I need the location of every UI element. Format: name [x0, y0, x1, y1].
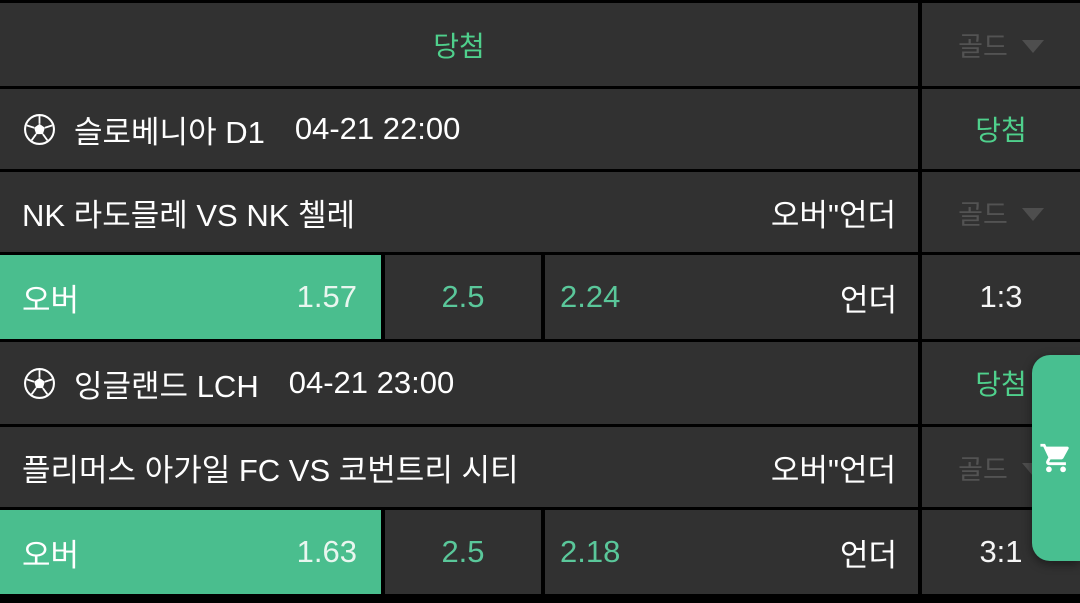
status-badge: 당첨: [975, 115, 1027, 146]
league-name: 잉글랜드 LCH: [74, 368, 259, 404]
odds-row: 오버 1.57 2.5 2.24 언더 1:3: [0, 255, 1080, 339]
match-datetime: 04-21 23:00: [288, 365, 455, 400]
line-cell: 2.5: [385, 510, 541, 594]
teams-info: NK 라도믈레 VS NK 첼레 오버"언더: [0, 172, 918, 252]
teams-info: 플리머스 아가일 FC VS 코번트리 시티 오버"언더: [0, 427, 918, 507]
pick-odds: 1.57: [296, 279, 357, 314]
teams-label: 플리머스 아가일 FC VS 코번트리 시티: [22, 452, 519, 488]
header-row: 당첨 골드: [0, 3, 1080, 86]
score-value: 1:3: [979, 279, 1023, 314]
pick-label: 오버: [22, 282, 80, 318]
cart-button[interactable]: [1032, 355, 1080, 561]
under-cell[interactable]: 2.18 언더: [545, 510, 918, 594]
pick-label: 오버: [22, 537, 80, 573]
gold-filter-dropdown[interactable]: 골드: [922, 172, 1080, 252]
match-status-cell: 당첨: [922, 89, 1080, 169]
line-cell: 2.5: [385, 255, 541, 339]
soccer-ball-icon: [24, 367, 55, 399]
shopping-cart-icon: [1040, 443, 1069, 473]
league-name: 슬로베니아 D1: [74, 114, 265, 150]
win-status-label: 당첨: [433, 30, 485, 62]
league-row: 잉글랜드 LCH 04-21 23:00 당첨: [0, 342, 1080, 424]
match-datetime: 04-21 22:00: [294, 111, 461, 146]
teams-row: NK 라도믈레 VS NK 첼레 오버"언더 골드: [0, 172, 1080, 252]
soccer-ball-icon: [24, 113, 55, 145]
league-info: 슬로베니아 D1 04-21 22:00: [0, 89, 918, 169]
odds-row: 오버 1.63 2.5 2.18 언더 3:1: [0, 510, 1080, 594]
status-badge: 당첨: [975, 369, 1027, 400]
pick-cell-over[interactable]: 오버 1.57: [0, 255, 381, 339]
gold-filter-label: 골드: [958, 454, 1008, 485]
line-value: 2.5: [441, 279, 485, 314]
gold-filter-label: 골드: [958, 199, 1008, 230]
gold-filter-label: 골드: [958, 32, 1008, 62]
market-label: 오버"언더: [770, 452, 896, 488]
under-label: 언더: [839, 537, 897, 573]
teams-row: 플리머스 아가일 FC VS 코번트리 시티 오버"언더 골드: [0, 427, 1080, 507]
under-label: 언더: [839, 282, 897, 318]
score-cell: 1:3: [922, 255, 1080, 339]
league-row: 슬로베니아 D1 04-21 22:00 당첨: [0, 89, 1080, 169]
under-cell[interactable]: 2.24 언더: [545, 255, 918, 339]
pick-odds: 1.63: [296, 534, 357, 569]
teams-label: NK 라도믈레 VS NK 첼레: [22, 197, 356, 233]
pick-cell-over[interactable]: 오버 1.63: [0, 510, 381, 594]
under-odds: 2.24: [560, 279, 621, 314]
gold-filter-dropdown[interactable]: 골드: [922, 3, 1080, 86]
under-odds: 2.18: [560, 534, 621, 569]
header-win-status: 당첨: [0, 3, 918, 86]
chevron-down-icon: [1021, 207, 1044, 221]
league-info: 잉글랜드 LCH 04-21 23:00: [0, 342, 918, 424]
line-value: 2.5: [441, 534, 485, 569]
score-value: 3:1: [979, 534, 1023, 569]
chevron-down-icon: [1021, 40, 1044, 53]
market-label: 오버"언더: [770, 197, 896, 233]
